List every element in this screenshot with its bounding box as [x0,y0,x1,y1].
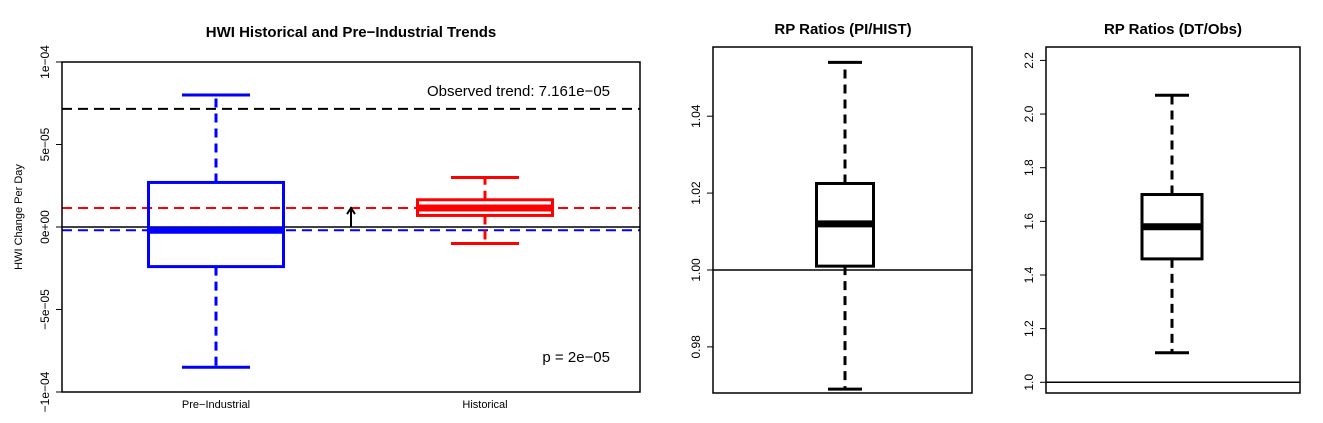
chart-title: RP Ratios (PI/HIST) [774,21,911,38]
y-tick-label: 1.0 [1022,374,1036,391]
x-category-label: Pre−Industrial [182,399,250,411]
y-tick-label: 5e−05 [38,127,52,161]
y-tick-label: −1e−04 [38,371,52,412]
panel-hwi-trends: HWI Historical and Pre−Industrial Trends… [13,24,641,412]
y-axis-label: HWI Change Per Day [13,164,25,270]
y-tick-label: 1.4 [1022,266,1036,283]
y-tick-label: 1.8 [1022,159,1036,176]
trend-arrow-head [346,206,356,215]
y-tick-label: 1.2 [1022,320,1036,337]
y-tick-label: 0.98 [689,335,703,359]
plot-frame [712,46,973,394]
y-tick-label: 1.02 [689,181,703,205]
y-tick-label: 1.6 [1022,213,1036,230]
panel-rp-ratios-pi-hist: RP Ratios (PI/HIST) 0.98 1.00 1.02 1.04 [689,21,973,394]
panel-rp-ratios-dt-obs: RP Ratios (DT/Obs) 1.0 1.2 1.4 1.6 1.8 2.0 2.2 [1022,21,1301,394]
y-tick-label: 2.2 [1022,52,1036,69]
annotation: p = 2e−05 [542,349,610,366]
y-tick-label: 2.0 [1022,105,1036,122]
y-tick-label: 1.00 [689,258,703,282]
box-iqr [147,180,285,269]
y-tick-label: 0e+00 [38,210,52,244]
plot-frame [61,61,641,393]
y-tick-label: 1e−04 [38,45,52,79]
x-category-label: Historical [462,399,507,411]
annotation: Observed trend: 7.161e−05 [427,83,610,100]
y-tick-label: 1.04 [689,104,703,128]
plot-frame [1045,46,1301,394]
chart-title: RP Ratios (DT/Obs) [1104,21,1242,38]
y-tick-label: −5e−05 [38,289,52,330]
chart-title: HWI Historical and Pre−Industrial Trends [206,24,497,41]
